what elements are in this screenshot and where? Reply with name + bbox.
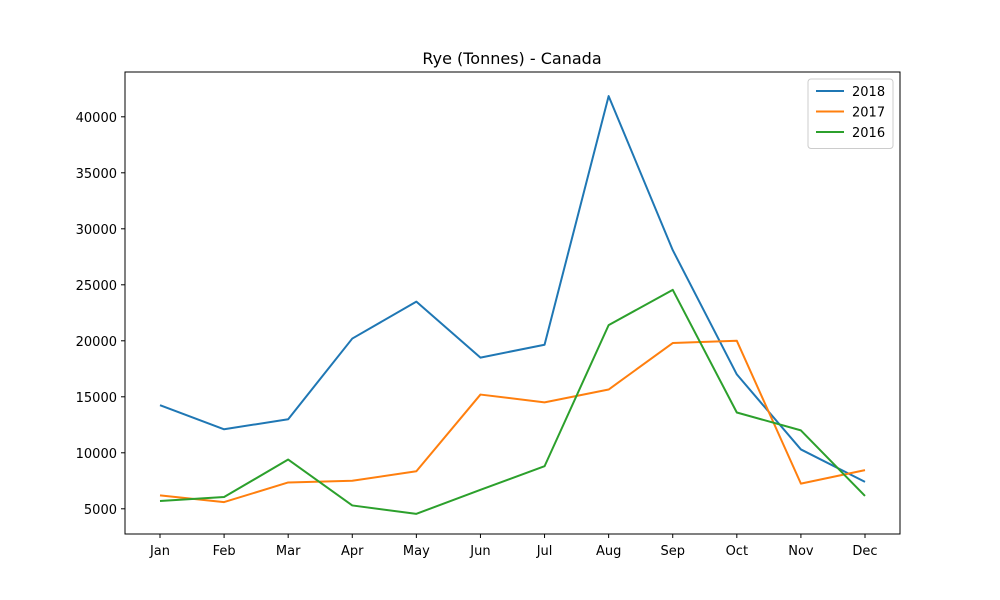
x-tick-label: Aug [596,544,621,559]
y-tick-label: 5000 [84,503,117,518]
x-tick-label: Jan [149,544,170,559]
y-tick-label: 15000 [76,391,117,406]
plot-frame [124,71,901,535]
x-tick-label: Jun [469,544,490,559]
series-lines [159,95,866,515]
y-tick-label: 30000 [76,223,117,238]
chart-title: Rye (Tonnes) - Canada [422,49,601,68]
y-tick-label: 35000 [76,167,117,182]
legend-label: 2017 [852,106,885,121]
x-tick-label: Dec [852,544,877,559]
legend-label: 2016 [852,126,885,141]
series-line-2018 [159,95,866,483]
x-tick-label: Oct [726,544,748,559]
series-line-2016 [159,288,866,515]
series-line-2017 [159,339,866,504]
axis-ticks: Jan Feb Mar Apr May Jun Jul Aug Sep Oct Nov Dec 5000… [76,111,878,559]
y-tick-label: 25000 [76,279,117,294]
y-tick-label: 10000 [76,447,117,462]
x-tick-label: Sep [660,544,685,559]
x-tick-label: Feb [213,544,236,559]
legend: 2018 2017 2016 [807,78,894,149]
y-tick-label: 20000 [76,335,117,350]
legend-label: 2018 [852,85,885,100]
x-tick-label: Jul [536,544,553,559]
x-tick-label: May [403,544,430,559]
x-tick-label: Nov [788,544,814,559]
y-tick-label: 40000 [76,111,117,126]
x-tick-label: Apr [341,544,364,559]
x-tick-label: Mar [276,544,301,559]
